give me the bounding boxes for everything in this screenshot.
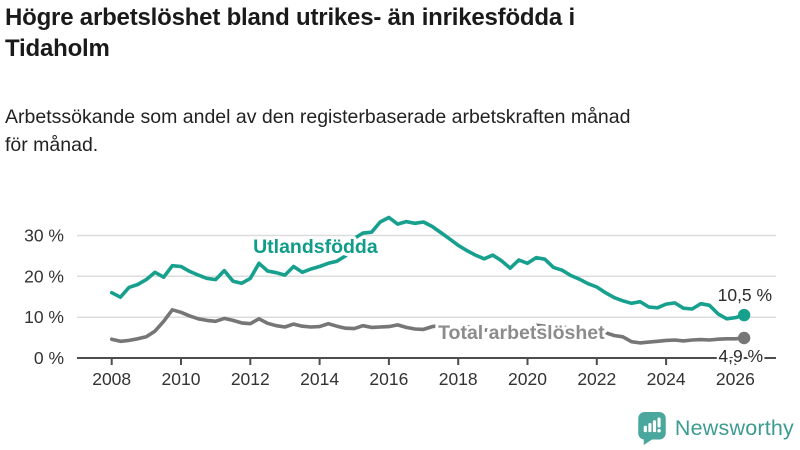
series-endpoint-dot-total-arbetsloshet	[737, 331, 751, 345]
series-label-total-arbetsloshet: Total arbetslöshet	[438, 322, 605, 344]
newsworthy-brand-name: Newsworthy	[674, 415, 794, 440]
end-value-label-total-arbetsloshet: 4,9 %	[718, 346, 763, 366]
y-axis-label-10: 10 %	[24, 307, 64, 327]
x-axis-label-2022: 2022	[577, 369, 616, 389]
chart-subtitle: Arbetssökande som andel av den registerb…	[5, 106, 631, 156]
series-endpoint-dot-utlandsfodda	[737, 308, 751, 322]
chart-title: Högre arbetslöshet bland utrikes- än inr…	[5, 4, 575, 62]
x-axis-label-2024: 2024	[647, 369, 686, 389]
x-axis-label-2016: 2016	[369, 369, 408, 389]
x-axis-label-2012: 2012	[231, 369, 270, 389]
series-line-utlandsfodda	[109, 215, 746, 321]
x-axis-label-2026: 2026	[716, 369, 755, 389]
series-label-utlandsfodda: Utlandsfödda	[253, 236, 378, 258]
x-axis-label-2020: 2020	[508, 369, 547, 389]
y-axis-label-20: 20 %	[24, 266, 64, 286]
newsworthy-brand-link[interactable]: Newsworthy	[637, 411, 794, 445]
y-axis-label-30: 30 %	[24, 226, 64, 246]
x-axis-label-2010: 2010	[162, 369, 201, 389]
x-axis-label-2014: 2014	[300, 369, 339, 389]
x-axis-label-2018: 2018	[439, 369, 478, 389]
end-value-label-utlandsfodda: 10,5 %	[718, 285, 772, 305]
series-line-total-arbetsloshet	[109, 307, 746, 345]
newsworthy-logo-icon	[638, 411, 666, 445]
y-axis-label-0: 0 %	[34, 348, 64, 368]
x-axis-label-2008: 2008	[92, 369, 131, 389]
